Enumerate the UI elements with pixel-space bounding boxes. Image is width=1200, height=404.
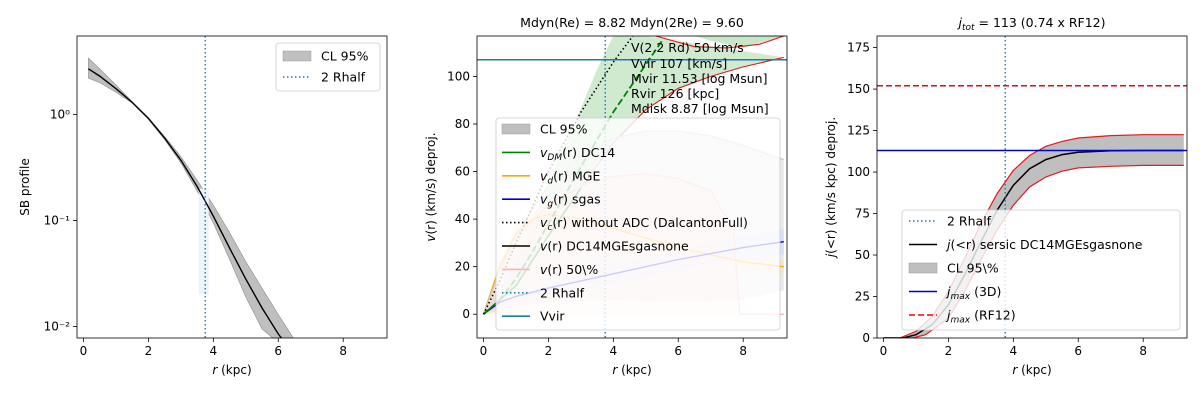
x-tick-label: 0 <box>80 344 88 358</box>
annotation-text: Rvir 126 [kpc] <box>631 86 719 101</box>
legend-label: j(<r) sersic DC14MGEsgasnone <box>945 237 1143 252</box>
x-axis-label: r (kpc) <box>1012 363 1051 377</box>
y-tick-label: 10⁻² <box>44 320 71 334</box>
x-tick-label: 8 <box>1139 344 1147 358</box>
axes-frame <box>76 35 388 339</box>
y-tick-label: 175 <box>847 41 870 55</box>
y-tick-label: 50 <box>855 248 870 262</box>
legend-swatch <box>501 123 531 135</box>
legend-label: CL 95% <box>321 49 369 64</box>
chart-title: Mdyn(Re) = 8.82 Mdyn(2Re) = 9.60 <box>520 15 744 30</box>
legend-label: CL 95\% <box>947 261 999 276</box>
y-tick-label: 100 <box>447 69 470 83</box>
legend-box <box>901 209 1181 331</box>
legend-label: CL 95% <box>540 122 588 137</box>
y-axis-label: SB profile <box>18 158 32 216</box>
y-tick-label: 10⁻¹ <box>44 214 71 228</box>
y-tick-label: 60 <box>455 165 470 179</box>
axes-frame <box>876 35 1188 339</box>
legend-label: vDM(r) DC14 <box>540 145 615 163</box>
legend-label: 2 Rhalf <box>947 214 992 229</box>
y-tick-label: 0 <box>862 331 870 345</box>
legend-label: v(r) 50\% <box>540 262 598 277</box>
dm-band-upper <box>639 36 784 48</box>
x-tick-label: 0 <box>480 344 488 358</box>
legend-label: vc(r) without ADC (DalcantonFull) <box>540 215 748 233</box>
x-tick-label: 6 <box>274 344 282 358</box>
y-tick-label: 10⁰ <box>50 108 70 122</box>
legend-label: vg(r) sgas <box>540 192 601 210</box>
red-band-edge <box>655 36 784 49</box>
annotation-text: Mvir 11.53 [log Msun] <box>631 71 767 86</box>
median-sb-line <box>88 68 283 338</box>
x-tick-label: 6 <box>1074 344 1082 358</box>
legend-swatch <box>908 262 938 274</box>
y-tick-label: 25 <box>855 290 870 304</box>
y-tick-label: 125 <box>847 124 870 138</box>
chart-title: jtot = 113 (0.74 x RF12) <box>956 15 1105 33</box>
x-tick-label: 0 <box>880 344 888 358</box>
y-axis-label: j(<r) (km/s kpc) deproj. <box>824 117 838 259</box>
legend-label: v(r) DC14MGEsgasnone <box>540 239 689 254</box>
panel-angular-momentum: jtot = 113 (0.74 x RF12) 0 2 4 6 8 0 25 50 75 100 1… <box>824 15 1188 377</box>
legend-label: vd(r) MGE <box>540 168 600 186</box>
x-tick-label: 6 <box>674 344 682 358</box>
legend-label: 2 Rhalf <box>321 70 366 85</box>
x-tick-label: 2 <box>945 344 953 358</box>
annotation-text: Vvir 107 [km/s] <box>631 56 727 71</box>
x-tick-label: 4 <box>610 344 618 358</box>
x-axis-label: r (kpc) <box>612 363 651 377</box>
panel-sb-profile: 0 2 4 6 8 10⁻² 10⁻¹ 10⁰ r (kpc) SB profile CL 95% 2… <box>18 35 388 377</box>
annotation-text: Mdisk 8.87 [log Msun] <box>631 101 769 116</box>
annotation-text: V(2.2 Rd) 50 km/s <box>631 40 744 55</box>
legend-label: 2 Rhalf <box>540 285 585 300</box>
legend-box <box>495 117 781 331</box>
panel-rotation-curve: Mdyn(Re) = 8.82 Mdyn(2Re) = 9.600 2 4 6 8020… <box>424 15 788 377</box>
y-tick-label: 100 <box>847 165 870 179</box>
y-tick-label: 80 <box>455 117 470 131</box>
y-tick-label: 0 <box>462 307 470 321</box>
plot-area <box>88 36 294 338</box>
x-tick-label: 2 <box>545 344 553 358</box>
faint-highlight <box>198 188 209 295</box>
x-tick-label: 8 <box>739 344 747 358</box>
y-tick-label: 40 <box>455 212 470 226</box>
y-tick-label: 75 <box>855 207 870 221</box>
x-tick-label: 2 <box>145 344 153 358</box>
legend-label: jmax (3D) <box>945 284 1001 302</box>
y-tick-label: 20 <box>455 260 470 274</box>
axes-frame <box>476 35 788 339</box>
y-tick-label: 150 <box>847 82 870 96</box>
confidence-band <box>88 57 294 338</box>
legend-swatch <box>282 50 312 62</box>
legend-label: jmax (RF12) <box>945 308 1016 326</box>
x-tick-label: 4 <box>210 344 218 358</box>
x-tick-label: 8 <box>339 344 347 358</box>
y-axis-label: v(r) (km/s) deproj. <box>424 132 438 241</box>
legend-label: Vvir <box>540 309 565 324</box>
x-axis-label: r (kpc) <box>212 363 251 377</box>
x-tick-label: 4 <box>1010 344 1018 358</box>
